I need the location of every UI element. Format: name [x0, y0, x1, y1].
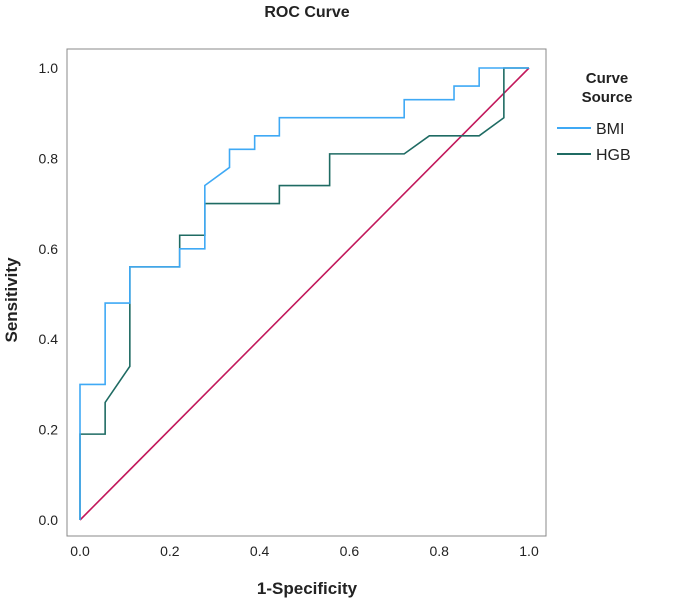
y-tick-label: 0.2: [39, 422, 59, 438]
y-tick-label: 1.0: [39, 60, 59, 76]
legend: Curve Source BMI HGB: [557, 70, 632, 164]
x-tick-label: 0.8: [429, 543, 449, 559]
legend-title-line2: Source: [582, 89, 633, 106]
y-tick-label: 0.0: [39, 512, 59, 528]
x-axis-ticks: 0.0 0.2 0.4 0.6 0.8 1.0: [70, 543, 539, 559]
legend-label: HGB: [596, 147, 631, 164]
plot-frame: [66, 48, 547, 537]
x-tick-label: 0.0: [70, 543, 90, 559]
y-axis-label: Sensitivity: [2, 257, 21, 343]
series-line-reference-line: [79, 67, 530, 521]
y-tick-label: 0.6: [39, 241, 59, 257]
series-layer: [79, 67, 530, 521]
legend-label: BMI: [596, 121, 624, 138]
y-tick-label: 0.4: [39, 331, 59, 347]
x-tick-label: 0.2: [160, 543, 180, 559]
x-tick-label: 0.4: [250, 543, 270, 559]
y-axis-ticks: 0.0 0.2 0.4 0.6 0.8 1.0: [39, 60, 59, 528]
y-tick-label: 0.8: [39, 150, 59, 166]
x-axis-label: 1-Specificity: [257, 579, 358, 598]
legend-title-line1: Curve: [586, 70, 629, 87]
series-line-hgb: [79, 67, 529, 520]
chart-title: ROC Curve: [264, 4, 349, 21]
plot-area: 0.0 0.2 0.4 0.6 0.8 1.0 0.0 0.2 0.4 0.6 0.8 1.0: [39, 48, 547, 559]
series-line-bmi: [79, 67, 529, 520]
legend-items: BMI HGB: [557, 121, 631, 164]
x-tick-label: 0.6: [340, 543, 360, 559]
x-tick-label: 1.0: [519, 543, 539, 559]
